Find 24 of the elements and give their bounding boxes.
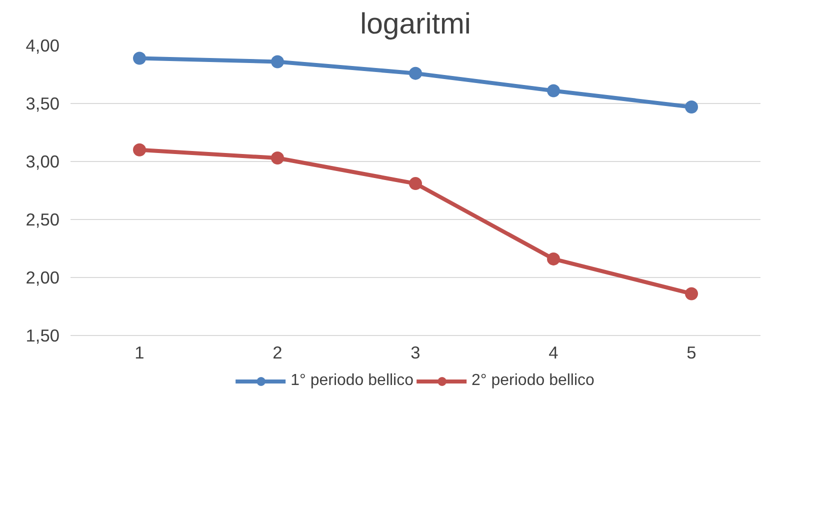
- x-tick-label: 3: [410, 342, 420, 362]
- legend-label: 1° periodo bellico: [290, 372, 414, 390]
- point: [409, 177, 422, 190]
- x-tick-label: 2: [272, 342, 282, 362]
- y-tick-label: 2,00: [26, 268, 60, 288]
- x-tick-label: 1: [134, 342, 144, 362]
- point: [133, 143, 146, 156]
- chart-title: logaritmi: [360, 8, 471, 40]
- y-tick-label: 1,50: [26, 326, 60, 346]
- point: [547, 84, 560, 98]
- legend-label: 2° periodo bellico: [472, 372, 594, 390]
- y-tick-label: 4,00: [26, 36, 60, 56]
- point: [271, 55, 284, 68]
- point: [409, 66, 422, 80]
- y-tick-label: 3,00: [26, 152, 60, 172]
- y-tick-label: 2,50: [26, 210, 60, 230]
- y-tick-label: 3,50: [26, 94, 60, 114]
- point: [547, 252, 560, 266]
- point: [133, 52, 146, 65]
- point: [271, 152, 284, 165]
- point: [685, 100, 698, 114]
- x-tick-label: 5: [686, 342, 696, 362]
- x-tick-label: 4: [548, 342, 559, 362]
- point: [685, 287, 698, 300]
